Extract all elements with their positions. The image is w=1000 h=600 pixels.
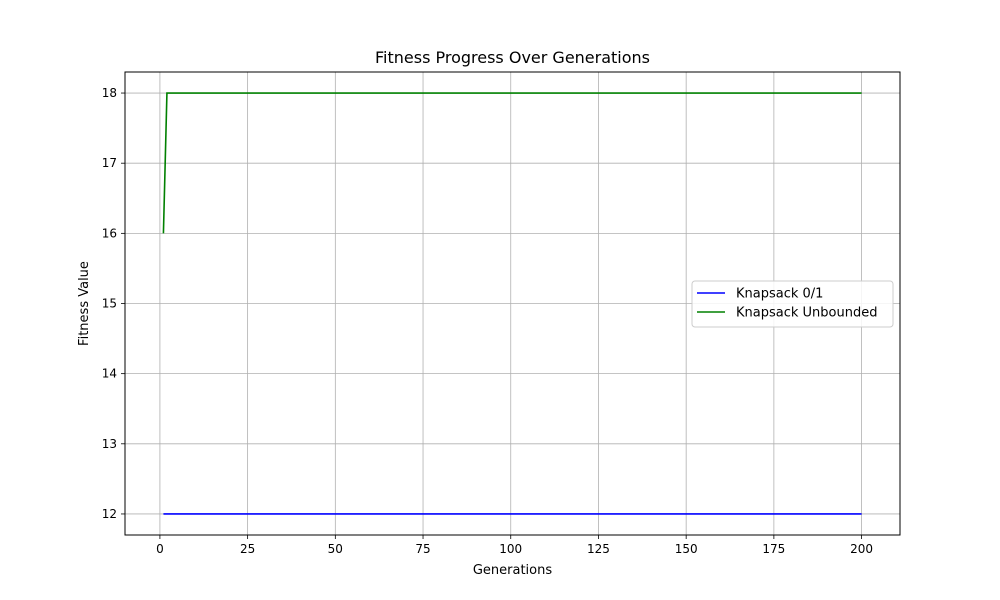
legend-label-2: Knapsack Unbounded xyxy=(736,306,877,321)
y-tick-label: 13 xyxy=(102,437,117,451)
x-tick-label: 175 xyxy=(762,542,785,556)
legend: Knapsack 0/1 Knapsack Unbounded xyxy=(691,280,894,328)
chart-title: Fitness Progress Over Generations xyxy=(375,48,650,67)
series-lines xyxy=(162,92,862,515)
y-tick-label: 15 xyxy=(102,297,117,311)
x-tick-label: 125 xyxy=(587,542,610,556)
legend-label-1: Knapsack 0/1 xyxy=(736,287,823,302)
x-tick-label: 0 xyxy=(156,542,164,556)
y-tick-label: 12 xyxy=(102,507,117,521)
series-line-2 xyxy=(162,92,862,234)
axis-ticks: 0 25 50 75 100 125 150 175 200 12 13 14 15 16 17 18 xyxy=(102,86,873,556)
x-tick-label: 150 xyxy=(675,542,698,556)
y-tick-label: 18 xyxy=(102,86,117,100)
y-axis-label: Fitness Value xyxy=(77,261,92,346)
x-tick-label: 100 xyxy=(499,542,522,556)
x-tick-label: 75 xyxy=(415,542,430,556)
x-tick-label: 200 xyxy=(850,542,873,556)
y-tick-label: 16 xyxy=(102,226,117,240)
x-axis-label: Generations xyxy=(473,563,553,578)
legend-box xyxy=(691,280,894,328)
y-tick-label: 14 xyxy=(102,367,117,381)
x-tick-label: 25 xyxy=(240,542,255,556)
y-tick-label: 17 xyxy=(102,156,117,170)
x-tick-label: 50 xyxy=(328,542,343,556)
